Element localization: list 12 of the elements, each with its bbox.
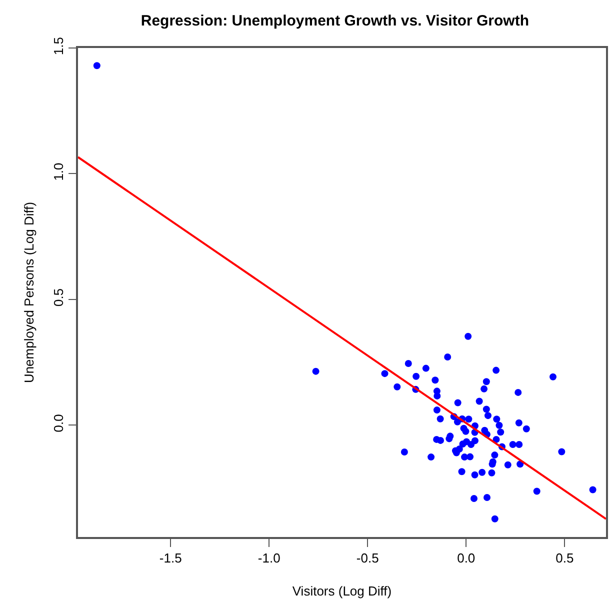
x-tick-label: -1.5 — [159, 550, 182, 566]
y-tick-label: 1.5 — [51, 37, 66, 56]
chart-title: Regression: Unemployment Growth vs. Visitor Growth — [140, 12, 530, 30]
x-axis-title: Visitors (Log Diff) — [292, 583, 392, 598]
x-tick-label: 0.5 — [556, 550, 574, 566]
x-tick-label: -1.0 — [258, 550, 280, 566]
y-tick-label: 0.5 — [51, 288, 66, 306]
y-tick-label: 0.0 — [51, 414, 66, 432]
y-axis-title: Unemployed Persons (Log Diff) — [22, 202, 36, 384]
x-tick-label: -0.5 — [356, 550, 379, 566]
x-tick-label: 0.0 — [457, 550, 476, 566]
y-tick-label: 1.0 — [51, 162, 66, 181]
